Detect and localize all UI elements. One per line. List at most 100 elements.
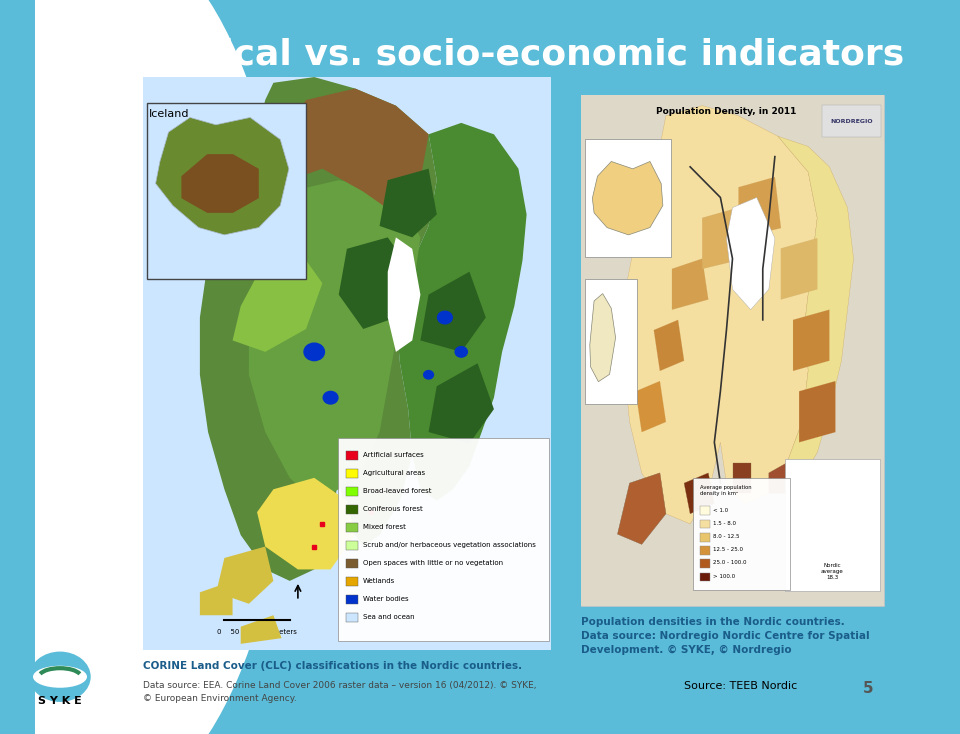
Polygon shape [156, 117, 289, 235]
Text: 1.5 - 8.0: 1.5 - 8.0 [713, 521, 736, 526]
Polygon shape [249, 180, 420, 501]
Text: Coniferous forest: Coniferous forest [363, 506, 422, 512]
Polygon shape [232, 249, 323, 352]
FancyBboxPatch shape [147, 103, 306, 279]
Circle shape [423, 371, 434, 379]
Polygon shape [799, 381, 835, 443]
FancyBboxPatch shape [338, 438, 549, 641]
Polygon shape [654, 320, 684, 371]
Text: Agricultural areas: Agricultural areas [363, 470, 425, 476]
Text: Data source: EEA. Corine Land Cover 2006 raster data – version 16 (04/2012). © S: Data source: EEA. Corine Land Cover 2006… [143, 681, 537, 690]
Polygon shape [732, 462, 751, 493]
FancyBboxPatch shape [143, 77, 551, 650]
FancyBboxPatch shape [586, 139, 671, 257]
Text: 5: 5 [863, 681, 874, 696]
Polygon shape [592, 161, 662, 235]
Text: © European Environment Agency.: © European Environment Agency. [143, 694, 297, 702]
Text: Average population
density in km²: Average population density in km² [700, 485, 752, 496]
Polygon shape [420, 272, 486, 352]
Text: Sea and ocean: Sea and ocean [363, 614, 415, 620]
FancyBboxPatch shape [346, 540, 358, 550]
Circle shape [304, 344, 324, 360]
Text: Mixed forest: Mixed forest [363, 524, 406, 530]
Polygon shape [617, 473, 666, 545]
Polygon shape [769, 462, 787, 493]
Text: Nordic
average
18.3: Nordic average 18.3 [821, 563, 844, 580]
FancyBboxPatch shape [581, 95, 884, 606]
Text: Data source: Nordregio Nordic Centre for Spatial: Data source: Nordregio Nordic Centre for… [581, 631, 870, 642]
FancyBboxPatch shape [346, 451, 358, 460]
Polygon shape [624, 106, 817, 524]
FancyBboxPatch shape [581, 95, 884, 606]
Text: NORDREGIO: NORDREGIO [830, 119, 874, 123]
FancyBboxPatch shape [700, 573, 710, 581]
FancyBboxPatch shape [785, 459, 879, 591]
Polygon shape [793, 310, 829, 371]
FancyBboxPatch shape [346, 559, 358, 568]
Polygon shape [181, 154, 259, 213]
FancyBboxPatch shape [346, 612, 358, 622]
FancyBboxPatch shape [700, 520, 710, 528]
Polygon shape [200, 581, 232, 615]
FancyBboxPatch shape [700, 546, 710, 555]
FancyBboxPatch shape [693, 478, 790, 590]
Polygon shape [727, 197, 775, 310]
Text: 25.0 - 100.0: 25.0 - 100.0 [713, 561, 747, 565]
Polygon shape [702, 208, 745, 269]
Polygon shape [257, 478, 355, 570]
Polygon shape [428, 363, 494, 443]
Polygon shape [636, 381, 666, 432]
Text: Biophysical vs. socio-economic indicators: Biophysical vs. socio-economic indicator… [60, 38, 904, 72]
Polygon shape [780, 239, 817, 299]
Polygon shape [738, 177, 780, 239]
Text: Wetlands: Wetlands [363, 578, 396, 584]
Text: Source: TEEB Nordic: Source: TEEB Nordic [684, 681, 798, 691]
FancyBboxPatch shape [346, 577, 358, 586]
Text: Iceland: Iceland [149, 109, 189, 119]
Polygon shape [200, 77, 437, 581]
FancyBboxPatch shape [700, 559, 710, 568]
FancyBboxPatch shape [346, 595, 358, 604]
Polygon shape [274, 89, 428, 214]
Text: < 1.0: < 1.0 [713, 508, 729, 512]
FancyBboxPatch shape [822, 105, 881, 137]
FancyBboxPatch shape [700, 506, 710, 515]
Text: Scrub and/or herbaceous vegetation associations: Scrub and/or herbaceous vegetation assoc… [363, 542, 536, 548]
Text: Development. © SYKE, © Nordregio: Development. © SYKE, © Nordregio [581, 645, 792, 655]
Circle shape [455, 346, 468, 357]
Text: Population densities in the Nordic countries.: Population densities in the Nordic count… [581, 617, 845, 627]
Circle shape [30, 653, 90, 701]
Text: Open spaces with little or no vegetation: Open spaces with little or no vegetation [363, 560, 503, 566]
Circle shape [324, 391, 338, 404]
FancyBboxPatch shape [586, 279, 637, 404]
Polygon shape [396, 123, 527, 501]
Circle shape [438, 311, 452, 324]
FancyBboxPatch shape [346, 505, 358, 514]
Polygon shape [589, 294, 615, 382]
Text: 0    50  100 Kilometers: 0 50 100 Kilometers [217, 628, 297, 635]
Text: 8.0 - 12.5: 8.0 - 12.5 [713, 534, 740, 539]
FancyBboxPatch shape [346, 487, 358, 496]
Polygon shape [684, 473, 714, 514]
Polygon shape [388, 237, 420, 352]
Polygon shape [216, 547, 274, 604]
Polygon shape [672, 258, 708, 310]
Text: > 100.0: > 100.0 [713, 574, 735, 578]
FancyBboxPatch shape [346, 469, 358, 479]
Polygon shape [339, 237, 412, 329]
Text: Water bodies: Water bodies [363, 596, 408, 602]
Text: N: N [294, 566, 302, 575]
Polygon shape [778, 137, 853, 473]
Text: Population Density, in 2011: Population Density, in 2011 [657, 107, 797, 116]
Ellipse shape [0, 0, 293, 734]
Ellipse shape [33, 666, 87, 688]
FancyBboxPatch shape [346, 523, 358, 532]
Text: S Y K E: S Y K E [38, 697, 82, 706]
Text: CORINE Land Cover (CLC) classifications in the Nordic countries.: CORINE Land Cover (CLC) classifications … [143, 661, 522, 671]
FancyBboxPatch shape [143, 77, 551, 650]
Text: 12.5 - 25.0: 12.5 - 25.0 [713, 548, 743, 552]
FancyBboxPatch shape [700, 533, 710, 542]
Polygon shape [379, 169, 437, 237]
Text: Artificial surfaces: Artificial surfaces [363, 452, 423, 458]
Polygon shape [241, 615, 281, 644]
